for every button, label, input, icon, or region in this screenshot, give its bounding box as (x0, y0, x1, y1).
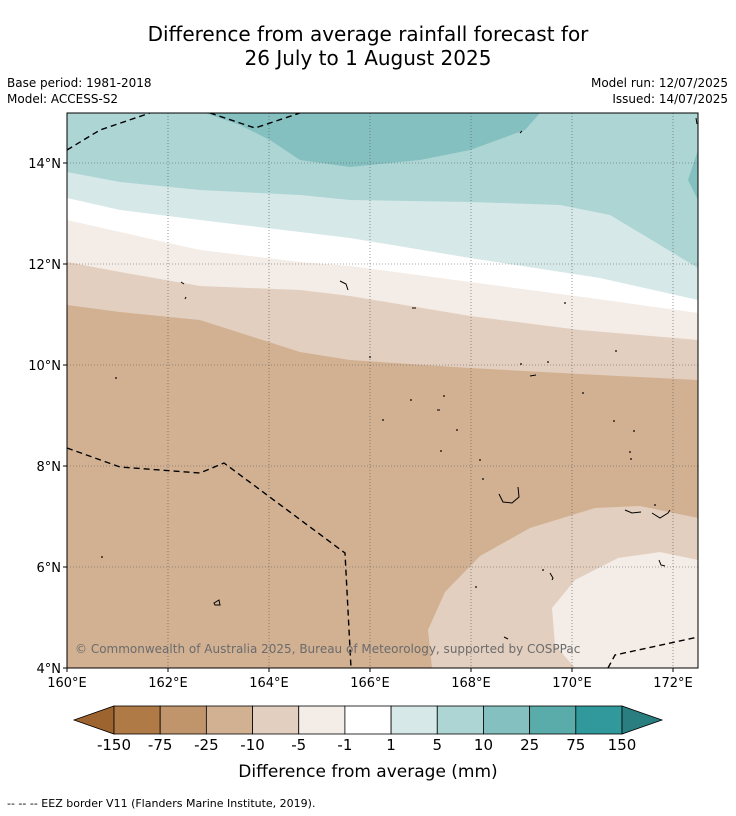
meta-left: Base period: 1981-2018 Model: ACCESS-S2 (7, 75, 152, 107)
islet (564, 302, 566, 304)
colorbar-tick-label: -10 (240, 736, 265, 754)
colorbar-low-extension (72, 705, 115, 735)
colorbar-tick-label: 25 (520, 736, 540, 754)
atoll (519, 117, 698, 134)
map-title: Difference from average rainfall forecas… (0, 22, 736, 70)
band-plus5-plus10 (67, 113, 698, 268)
footnote: -- -- -- EEZ border V11 (Flanders Marine… (7, 797, 316, 810)
colorbar-title: Difference from average (mm) (238, 762, 498, 782)
islet (654, 504, 656, 506)
islet (382, 419, 384, 421)
islet (582, 392, 584, 394)
copyright-text: © Commonwealth of Australia 2025, Bureau… (75, 642, 580, 656)
colorbar-tick-label: -5 (291, 736, 307, 754)
colorbar-tick-label: 1 (386, 736, 396, 754)
title-line-1: Difference from average rainfall forecas… (147, 22, 589, 46)
atoll (412, 307, 537, 411)
colorbar-tick-label: -1 (337, 736, 353, 754)
colorbar-tick-label: -75 (147, 736, 173, 754)
eez-border-southeast (607, 636, 698, 668)
colorbar-box (529, 705, 577, 735)
colorbar-tick-label: 75 (566, 736, 586, 754)
atoll (503, 636, 509, 640)
title-line-2: 26 July to 1 August 2025 (244, 46, 492, 70)
islands (180, 117, 698, 640)
lat-tick-label: 8°N (37, 460, 62, 475)
colorbar-tick-label: 150 (607, 736, 637, 754)
lon-tick-label: 164°E (249, 676, 289, 691)
base-period: Base period: 1981-2018 (7, 76, 152, 90)
map-frame (66, 112, 699, 669)
atoll (498, 486, 520, 504)
lat-tick-label: 6°N (37, 561, 62, 576)
islet (440, 450, 442, 452)
atoll (339, 280, 349, 291)
atoll (180, 281, 187, 300)
atoll (549, 572, 554, 581)
eez-borders (67, 113, 698, 668)
islet (615, 350, 617, 352)
meta-right: Model run: 12/07/2025 Issued: 14/07/2025 (591, 75, 728, 107)
lon-tick-label: 160°E (47, 676, 87, 691)
islet (369, 356, 371, 358)
islet (456, 429, 458, 431)
lat-tick-label: 14°N (28, 157, 61, 172)
model-name: Model: ACCESS-S2 (7, 92, 119, 106)
islet (633, 430, 635, 432)
islet (630, 458, 632, 460)
colorbar-box (113, 705, 161, 735)
lon-tick-label: 166°E (350, 676, 390, 691)
islet (547, 361, 549, 363)
lat-tick-label: 10°N (28, 359, 61, 374)
island (213, 599, 221, 606)
atoll (624, 509, 671, 519)
colorbar-tick-label: -25 (194, 736, 219, 754)
eez-border-northwest (67, 113, 151, 151)
colorbar-box (159, 705, 207, 735)
colorbar-box (252, 705, 300, 735)
band-plus10-plus25-north (205, 113, 540, 167)
islet (542, 569, 544, 571)
colorbar-box (205, 705, 253, 735)
islet (410, 399, 412, 401)
lat-tick-label: 4°N (37, 662, 62, 677)
islet (101, 556, 103, 558)
islet (475, 586, 477, 588)
colorbar-box (575, 705, 623, 735)
colorbar-box (436, 705, 484, 735)
lat-tick-label: 12°N (28, 258, 61, 273)
lon-tick-label: 162°E (148, 676, 188, 691)
eez-border-north (209, 113, 301, 129)
lon-tick-label: 168°E (451, 676, 491, 691)
colorbar-box (298, 705, 346, 735)
colorbar-box (483, 705, 531, 735)
islet (482, 478, 484, 480)
islet (479, 459, 481, 461)
islet (613, 420, 615, 422)
colorbar-tick-label: 5 (432, 736, 443, 754)
islet (629, 451, 631, 453)
colorbar-tick-label: 10 (473, 736, 493, 754)
eez-border-central (67, 447, 352, 668)
issued-date: Issued: 14/07/2025 (612, 92, 728, 106)
islets (101, 302, 656, 588)
rainfall-field (67, 113, 698, 668)
lon-tick-label: 172°E (653, 676, 693, 691)
atoll (658, 559, 666, 567)
colorbar-tick-label: -150 (96, 736, 132, 754)
band-plus10-plus25-east (688, 150, 698, 200)
band-southeast-minus5-minus1 (552, 552, 698, 668)
islet (443, 395, 445, 397)
colorbar-box (390, 705, 438, 735)
colorbar-high-extension (621, 705, 664, 735)
lon-tick-label: 170°E (552, 676, 592, 691)
islet (520, 363, 522, 365)
colorbar-box (344, 705, 392, 735)
islet (115, 377, 117, 379)
colorbar (72, 705, 664, 735)
model-run: Model run: 12/07/2025 (590, 76, 728, 90)
